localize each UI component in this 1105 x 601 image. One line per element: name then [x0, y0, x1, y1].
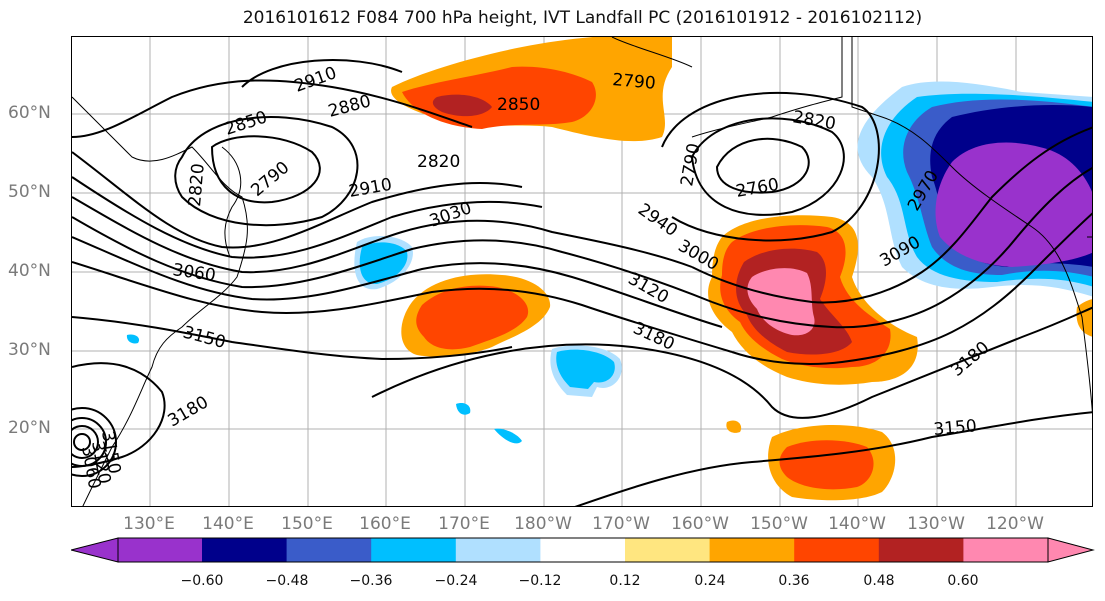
lon-label: 150°W: [750, 514, 808, 534]
lon-label: 130°E: [123, 514, 175, 534]
lon-label: 140°E: [202, 514, 254, 534]
contour-label: 2820: [791, 107, 837, 134]
contour-label: 2790: [247, 158, 293, 201]
colorbar-swatch: [371, 538, 457, 562]
map-title: 2016101612 F084 700 hPa height, IVT Land…: [242, 8, 923, 28]
contour-label: 3150: [181, 323, 228, 354]
contour-label: 2820: [417, 152, 460, 172]
colorbar-tick: −0.48: [265, 573, 309, 589]
colorbar-swatch: [540, 538, 626, 562]
colorbar-swatch: [118, 538, 202, 562]
contour-label: 2790: [677, 142, 704, 188]
contour-label: 3180: [947, 338, 993, 381]
lon-label: 140°W: [828, 514, 886, 534]
positive-shading: [391, 37, 1092, 501]
height-contours: [72, 59, 1092, 506]
contour-label: 2850: [497, 95, 540, 115]
colorbar-tick: −0.12: [518, 573, 562, 589]
lon-label: 150°E: [281, 514, 333, 534]
lat-label: 50°N: [8, 182, 51, 202]
lon-label: 170°W: [592, 514, 650, 534]
lat-label: 40°N: [8, 261, 51, 281]
lat-label: 30°N: [8, 340, 51, 360]
lon-label: 130°W: [907, 514, 965, 534]
colorbar-border: [117, 537, 1049, 563]
lon-label: 170°E: [438, 514, 490, 534]
colorbar-extend-high: [1047, 537, 1095, 563]
contour-label: 3180: [165, 392, 212, 431]
contour-label: 3150: [933, 416, 978, 440]
colorbar-swatch: [963, 538, 1049, 562]
map-canvas: 2910 2880 2850 2820 2790 2790 2820 2850 …: [72, 37, 1092, 506]
colorbar-tick: 0.12: [609, 573, 641, 589]
colorbar-swatch: [794, 538, 880, 562]
contour-label: 2790: [612, 70, 657, 94]
colorbar-swatch: [202, 538, 288, 562]
lon-label: 180°W: [514, 514, 572, 534]
lon-label: 120°W: [986, 514, 1044, 534]
colorbar-swatch: [625, 538, 711, 562]
colorbar-tick: 0.60: [947, 573, 979, 589]
colorbar-swatch: [709, 538, 795, 562]
colorbar-tick: 0.36: [778, 573, 810, 589]
colorbar-tick: −0.36: [349, 573, 393, 589]
colorbar-tick: 0.24: [694, 573, 726, 589]
colorbar-tick: −0.60: [180, 573, 224, 589]
lat-label: 20°N: [8, 418, 51, 438]
colorbar-tick: −0.24: [434, 573, 478, 589]
colorbar-swatch: [286, 538, 372, 562]
colorbar-swatch: [878, 538, 964, 562]
contour-label: 2880: [326, 91, 373, 122]
contour-label: 2940: [634, 200, 681, 241]
contour-label: 2910: [292, 63, 339, 97]
lon-label: 160°E: [359, 514, 411, 534]
lat-label: 60°N: [8, 103, 51, 123]
contour-label: 2760: [734, 175, 780, 202]
colorbar-tick: 0.48: [863, 573, 895, 589]
contour-label: 3030: [427, 198, 474, 232]
map-panel[interactable]: 2910 2880 2850 2820 2790 2790 2820 2850 …: [71, 36, 1093, 507]
contour-label: 2820: [185, 163, 209, 208]
colorbar: [71, 537, 1095, 563]
colorbar-extend-low: [71, 537, 119, 563]
colorbar-swatch: [455, 538, 541, 562]
coastlines: [72, 37, 1092, 506]
lon-label: 160°W: [671, 514, 729, 534]
